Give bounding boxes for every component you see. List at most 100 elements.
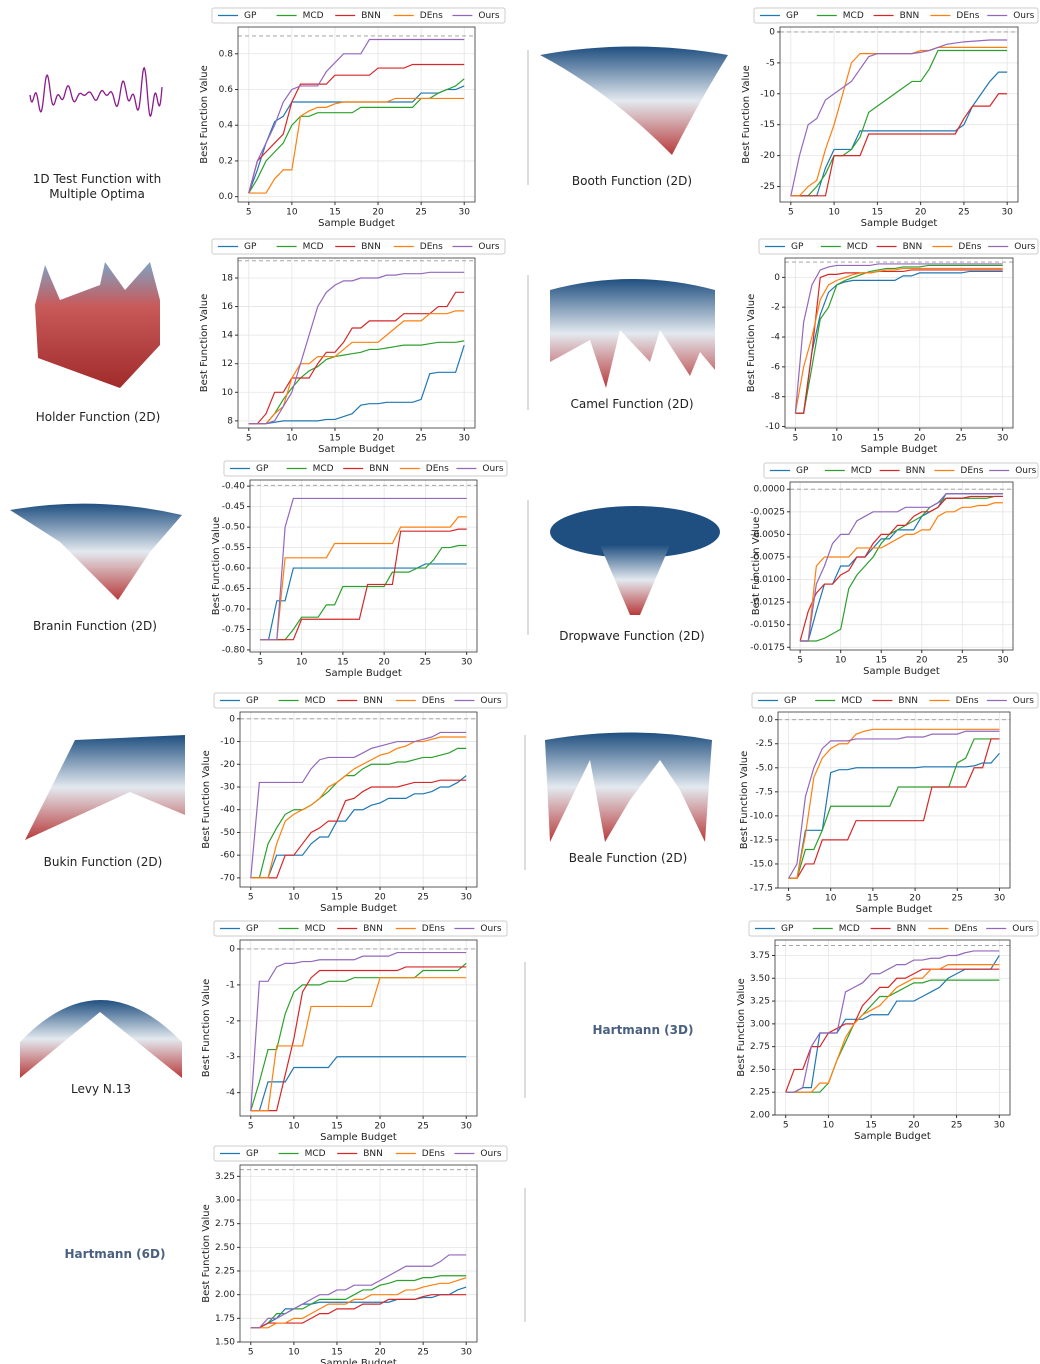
legend-label: GP [244,11,257,21]
y-tick-label: 0 [774,273,780,283]
legend-label: BNN [897,924,917,934]
x-tick-label: 25 [957,656,968,666]
x-tick-label: 20 [915,208,927,218]
camel-surface [550,279,715,388]
y-tick-label: -5.0 [755,763,773,773]
y-tick-label: -0.55 [222,543,245,553]
y-tick-label: 0.0 [759,715,774,725]
x-tick-label: 25 [417,1122,428,1132]
x-tick-label: 30 [1001,208,1013,218]
x-tick-label: 30 [461,1348,473,1358]
x-tick-label: 25 [420,658,431,668]
y-tick-label: -20 [760,151,775,161]
chart: 2.002.252.502.753.003.253.503.7551015202… [736,921,1038,1142]
branin-surface [10,504,182,600]
x-tick-label: 20 [378,658,390,668]
plot-area [238,258,475,428]
x-tick-label: 5 [257,658,263,668]
legend-label: MCD [851,466,872,476]
y-tick-label: 3.75 [750,951,770,961]
x-tick-label: 25 [415,208,426,218]
y-tick-label: -15.0 [750,859,774,869]
function-label: Branin Function (2D) [10,619,180,634]
x-tick-label: 15 [329,208,340,218]
y-tick-label: -5 [766,58,775,68]
legend-label: BNN [363,696,383,706]
x-tick-label: 10 [823,1121,835,1131]
y-tick-label: 0 [769,27,775,37]
y-tick-label: -0.0175 [750,643,785,653]
y-tick-label: 8 [227,416,233,426]
legend-label: Ours [478,242,499,252]
legend-label: GP [246,924,259,934]
x-tick-label: 10 [288,1122,300,1132]
x-tick-label: 25 [958,208,969,218]
function-curve-1d [30,68,162,116]
beale-surface [545,733,712,843]
y-axis-label: Best Function Value [741,65,752,164]
x-tick-label: 15 [331,1122,342,1132]
function-label: Hartmann (6D) [30,1247,200,1262]
y-axis-label: Best Function Value [736,978,747,1077]
y-axis-label: Best Function Value [201,979,212,1078]
y-tick-label: 1.75 [215,1314,235,1324]
y-tick-label: -4 [771,333,780,343]
legend-label: BNN [900,11,920,21]
figure: 0.00.20.40.60.851015202530Sample BudgetB… [0,0,1040,1364]
x-tick-label: 20 [372,434,384,444]
x-tick-label: 25 [952,894,963,904]
y-tick-label: -40 [220,805,235,815]
y-tick-label: -4 [226,1088,235,1098]
x-tick-label: 5 [248,1122,254,1132]
y-axis-label: Best Function Value [199,65,210,164]
x-tick-label: 15 [865,1121,876,1131]
x-tick-label: 10 [831,434,843,444]
y-tick-label: -3 [226,1052,235,1062]
legend-label: BNN [906,466,926,476]
legend-label: Ours [482,464,503,474]
legend-label: GP [244,242,257,252]
x-tick-label: 20 [909,894,921,904]
chart: -0.80-0.75-0.70-0.65-0.60-0.55-0.50-0.45… [211,461,507,679]
x-tick-label: 30 [459,208,471,218]
legend-label: Ours [478,11,499,21]
x-tick-label: 10 [835,656,847,666]
legend-label: DEns [954,924,977,934]
y-tick-label: -0.0025 [750,507,785,517]
x-tick-label: 5 [246,434,252,444]
x-axis-label: Sample Budget [861,444,938,455]
y-tick-label: 2.25 [215,1267,235,1277]
chart: -70-60-50-40-30-20-10051015202530Sample … [201,693,507,914]
y-tick-label: -0.80 [222,645,246,655]
legend-label: GP [246,696,259,706]
legend-label: DEns [422,1149,445,1159]
y-tick-label: -2.5 [755,739,773,749]
legend-label: Ours [1013,11,1034,21]
x-tick-label: 5 [797,656,803,666]
function-label: Booth Function (2D) [547,174,717,189]
holder-surface [35,262,160,388]
y-tick-label: -0.75 [222,625,245,635]
x-tick-label: 30 [997,434,1009,444]
y-tick-label: -2 [771,303,780,313]
y-tick-label: 0.6 [219,85,234,95]
dropwave-well [600,545,670,615]
legend-label: MCD [305,924,326,934]
x-tick-label: 15 [329,434,340,444]
x-tick-label: 25 [417,1348,428,1358]
legend-label: BNN [898,696,918,706]
bukin-surface [25,735,185,840]
x-tick-label: 30 [997,656,1009,666]
y-tick-label: 3.25 [215,1172,235,1182]
x-tick-label: 20 [372,208,384,218]
y-tick-label: -60 [220,851,235,861]
y-tick-label: 2.75 [750,1042,770,1052]
y-axis-label: Best Function Value [201,1204,212,1303]
legend-label: MCD [313,464,334,474]
x-tick-label: 10 [825,894,837,904]
function-label: Bukin Function (2D) [18,855,188,870]
x-tick-label: 10 [286,208,298,218]
y-tick-label: -0.50 [222,523,246,533]
